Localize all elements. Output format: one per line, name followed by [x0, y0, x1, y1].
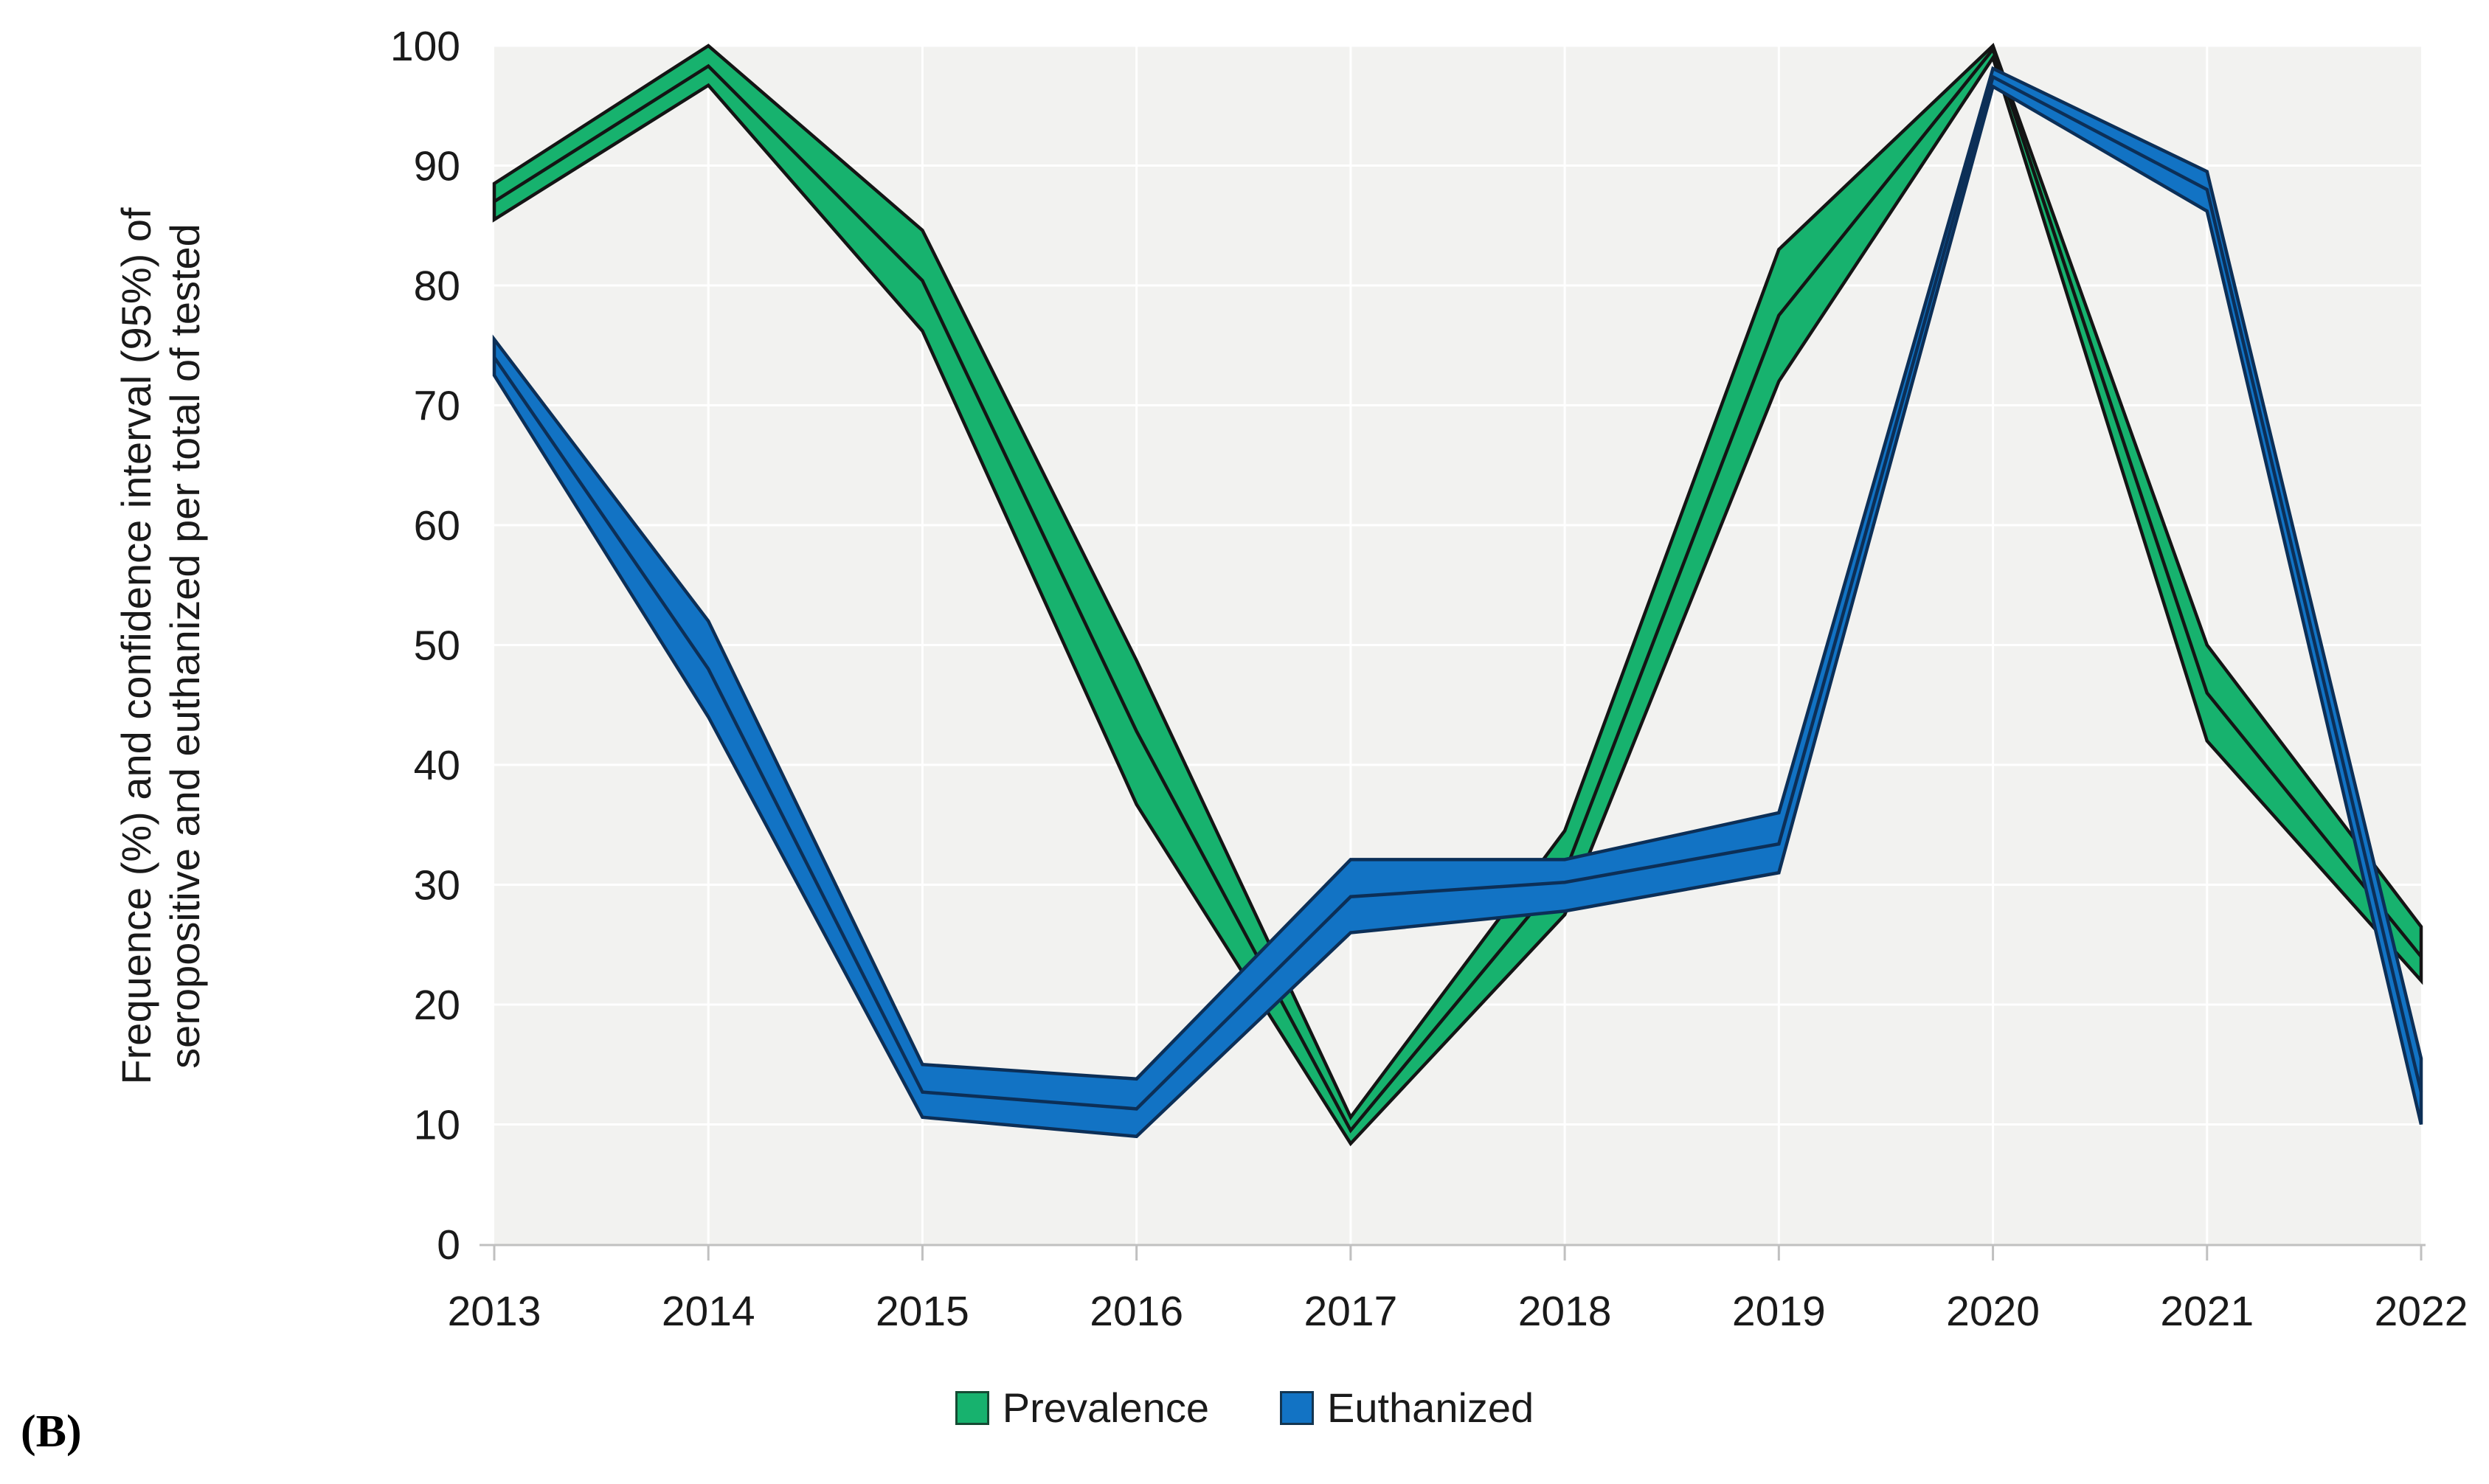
x-tick-label: 2015 [876, 1288, 969, 1335]
y-tick-label: 100 [390, 23, 460, 70]
x-tick-label: 2018 [1518, 1288, 1612, 1335]
legend-label-euthanized: Euthanized [1326, 1384, 1534, 1431]
prevalence-line [493, 46, 2423, 1134]
legend-swatch-prevalence [955, 1390, 989, 1425]
x-tick-label: 2014 [662, 1288, 755, 1335]
x-tick-label: 2022 [2375, 1288, 2468, 1335]
legend-item-prevalence: Prevalence [955, 1384, 1209, 1432]
y-axis-title-line2: seropositive and euthanized per total of… [162, 223, 208, 1069]
legend-item-euthanized: Euthanized [1279, 1384, 1534, 1432]
y-tick-label: 80 [414, 263, 460, 310]
legend-swatch-euthanized [1279, 1390, 1314, 1425]
y-tick-label: 0 [437, 1221, 460, 1269]
x-tick-label: 2019 [1732, 1288, 1826, 1335]
x-tick-label: 2020 [1946, 1288, 2040, 1335]
y-tick-label: 50 [414, 623, 460, 670]
y-tick-label: 30 [414, 862, 460, 909]
x-tick-label: 2013 [448, 1288, 541, 1335]
y-tick-label: 20 [414, 982, 460, 1029]
x-tick-label: 2021 [2160, 1288, 2254, 1335]
chart-legend: Prevalence Euthanized [0, 1384, 2489, 1432]
y-tick-label: 70 [414, 383, 460, 430]
euthanized-line [493, 74, 2423, 1111]
x-tick-label: 2017 [1304, 1288, 1397, 1335]
euthanized-band [492, 66, 2423, 1139]
y-axis-title-line1: Frequence (%) and confidence interval (9… [113, 207, 159, 1085]
prevalence-band [492, 42, 2423, 1147]
y-axis-title: Frequence (%) and confidence interval (9… [112, 19, 210, 1273]
y-tick-label: 60 [414, 502, 460, 549]
y-tick-label: 10 [414, 1102, 460, 1149]
y-tick-label: 90 [414, 143, 460, 190]
legend-label-prevalence: Prevalence [1002, 1384, 1209, 1431]
x-tick-label: 2016 [1090, 1288, 1183, 1335]
y-tick-label: 40 [414, 742, 460, 789]
figure-label: (B) [21, 1407, 82, 1457]
